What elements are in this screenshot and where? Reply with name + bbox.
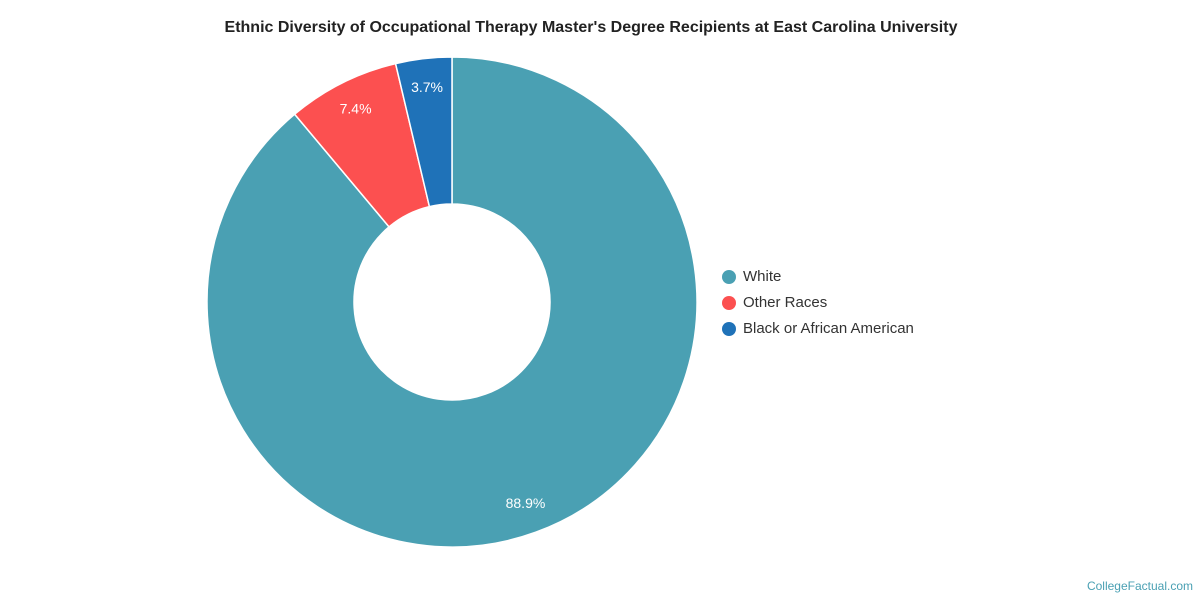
chart-title: Ethnic Diversity of Occupational Therapy… [225, 19, 958, 36]
legend-swatch [722, 322, 736, 336]
legend-label: White [743, 268, 781, 285]
value-label: 88.9% [506, 495, 546, 511]
slice [206, 56, 698, 548]
legend-swatch [722, 270, 736, 284]
legend-label: Black or African American [743, 320, 914, 337]
value-label: 7.4% [340, 101, 372, 117]
value-label: 3.7% [411, 79, 443, 95]
source: CollegeFactual.com [1087, 579, 1193, 593]
slice [394, 56, 453, 208]
legend-swatch [722, 296, 736, 310]
legend-label: Other Races [743, 294, 827, 311]
